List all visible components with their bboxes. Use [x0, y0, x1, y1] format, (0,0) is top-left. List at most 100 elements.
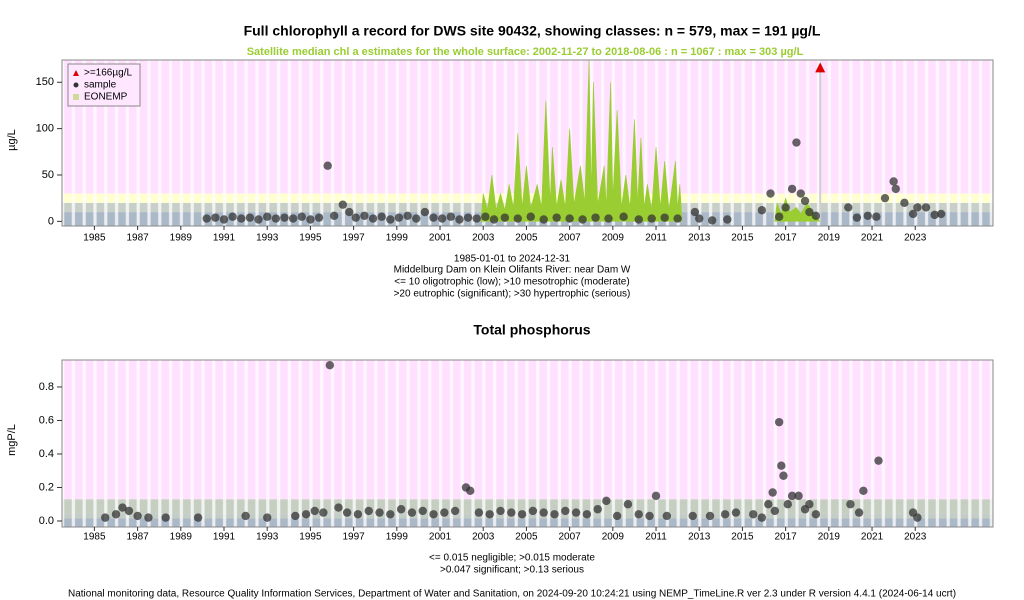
- legend-swatch: [73, 94, 79, 100]
- sample-point: [593, 505, 602, 514]
- y-tick-label: 0: [48, 215, 54, 227]
- sample-point: [561, 506, 570, 516]
- sample-point: [872, 212, 881, 221]
- sample-point: [101, 513, 110, 522]
- sample-point: [705, 511, 715, 521]
- sample-point: [472, 214, 481, 223]
- sample-point: [526, 212, 535, 221]
- sample-point: [774, 417, 784, 427]
- plot-frame: [61, 59, 994, 227]
- x-tick-label: 1991: [213, 532, 236, 543]
- sample-point: [124, 506, 134, 516]
- sample-point: [634, 215, 643, 224]
- x-tick-label: 1987: [126, 233, 149, 244]
- sample-point: [805, 500, 814, 509]
- y-axis-label: mgP/L: [6, 424, 18, 456]
- sample-point: [619, 212, 628, 221]
- y-tick-label: 50: [42, 169, 54, 181]
- sample-point: [645, 511, 654, 521]
- x-tick-label: 2015: [731, 233, 754, 244]
- x-tick-label: 2013: [688, 532, 711, 543]
- x-tick-label: 2009: [602, 532, 625, 543]
- sample-point: [859, 486, 868, 496]
- x-tick-label: 1985: [83, 233, 106, 244]
- sample-point: [774, 212, 784, 221]
- sample-point: [634, 510, 643, 519]
- sample-point: [768, 488, 777, 497]
- plot-frame: [61, 359, 994, 528]
- sample-point: [787, 184, 797, 194]
- x-tick-label: 1995: [299, 532, 322, 543]
- x-tick-label: 2007: [558, 532, 581, 543]
- legend-box: [67, 63, 141, 107]
- sample-point: [241, 511, 250, 521]
- sample-point: [612, 511, 622, 521]
- y-tick-label: 0.6: [39, 414, 54, 426]
- sample-point: [342, 508, 352, 517]
- sample-point: [407, 508, 417, 517]
- sample-point: [662, 511, 672, 521]
- x-tick-label: 2023: [904, 532, 927, 543]
- y-tick-label: 0.4: [39, 448, 54, 460]
- x-tick-label: 1997: [342, 532, 365, 543]
- sample-point: [757, 206, 767, 215]
- sample-point: [310, 506, 319, 516]
- sample-point: [794, 491, 803, 501]
- x-tick-label: 2017: [775, 233, 798, 244]
- sample-point: [764, 500, 773, 509]
- y-tick-label: 0.2: [39, 481, 54, 493]
- sample-point: [707, 216, 717, 225]
- sample-point: [673, 214, 682, 223]
- sample-point: [193, 513, 203, 522]
- sample-point: [908, 209, 918, 219]
- sample-point: [474, 508, 484, 517]
- sample-point: [647, 214, 656, 223]
- sample-point: [930, 210, 939, 220]
- sample-point: [111, 510, 121, 519]
- sample-point: [604, 214, 613, 223]
- sample-point: [440, 508, 449, 517]
- sample-point: [496, 506, 505, 516]
- sample-point: [429, 510, 438, 519]
- sample-point: [263, 513, 272, 522]
- sample-point: [757, 513, 767, 522]
- sample-point: [792, 138, 801, 147]
- sample-point: [651, 491, 661, 501]
- sample-point: [288, 214, 298, 223]
- sample-point: [271, 214, 281, 223]
- sample-point: [377, 212, 386, 221]
- x-tick-label: 2001: [429, 532, 452, 543]
- x-tick-label: 2017: [775, 532, 798, 543]
- sample-point: [770, 506, 780, 516]
- sample-point: [403, 211, 412, 220]
- x-tick-label: 1993: [256, 532, 279, 543]
- sample-point: [144, 513, 153, 522]
- axis-note: >0.047 significant; >0.13 serious: [440, 565, 584, 576]
- x-tick-label: 2005: [515, 532, 538, 543]
- sample-point: [329, 211, 339, 220]
- sample-point: [319, 508, 328, 517]
- sample-point: [528, 506, 538, 516]
- axis-note: 1985-01-01 to 2024-12-31: [454, 254, 571, 265]
- sample-point: [263, 212, 272, 221]
- legend-swatch: [73, 70, 79, 76]
- legend-label: sample: [84, 80, 117, 91]
- sample-point: [852, 213, 862, 222]
- sample-point: [345, 207, 354, 217]
- sample-point: [805, 207, 814, 217]
- sample-point: [394, 213, 404, 222]
- sample-point: [450, 506, 460, 516]
- sample-point: [936, 209, 946, 219]
- sample-point: [202, 214, 211, 223]
- x-tick-label: 2009: [602, 233, 625, 244]
- y-axis-label: µg/L: [6, 129, 18, 151]
- sample-point: [306, 215, 315, 224]
- x-tick-label: 2007: [558, 233, 581, 244]
- sample-point: [660, 213, 669, 222]
- sample-point: [781, 203, 790, 212]
- y-tick-label: 0.8: [39, 381, 54, 393]
- footer: National monitoring data, Resource Quali…: [68, 589, 956, 600]
- sample-point: [513, 214, 522, 223]
- sample-point: [314, 213, 324, 222]
- y-tick-label: 100: [36, 123, 54, 135]
